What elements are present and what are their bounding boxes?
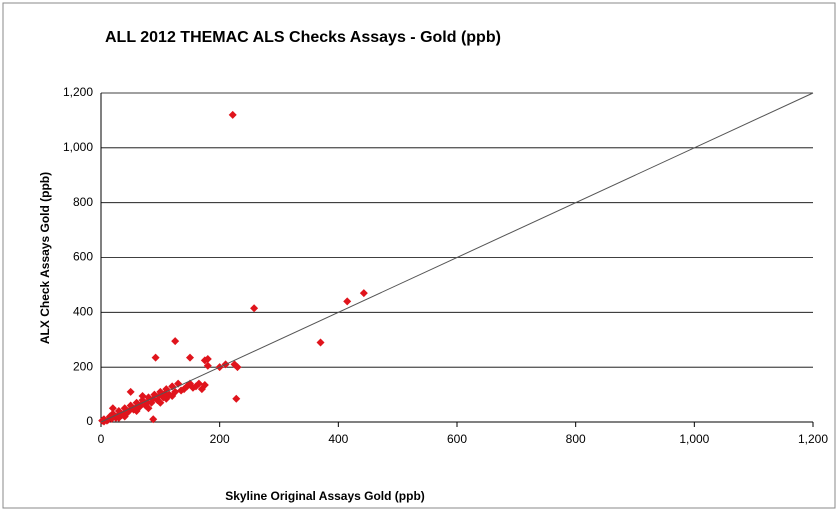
point — [138, 391, 147, 400]
chart-title: ALL 2012 THEMAC ALS Checks Assays - Gold… — [105, 29, 501, 46]
y-tick-label: 400 — [73, 305, 93, 319]
x-tick-label: 200 — [210, 432, 230, 446]
point — [194, 379, 203, 388]
point — [232, 394, 241, 403]
point — [203, 361, 212, 370]
y-tick-label: 1,000 — [63, 140, 93, 154]
x-tick-label: 1,000 — [679, 432, 709, 446]
point — [125, 406, 134, 415]
point — [359, 289, 368, 298]
point — [144, 404, 153, 413]
point — [228, 110, 237, 119]
x-tick-label: 600 — [447, 432, 467, 446]
x-tick-label: 400 — [328, 432, 348, 446]
y-tick-label: 600 — [73, 250, 93, 264]
y-tick-label: 0 — [86, 414, 93, 428]
point — [168, 391, 177, 400]
point — [119, 409, 128, 418]
point — [200, 380, 209, 389]
point — [156, 398, 165, 407]
point — [171, 337, 180, 346]
x-tick-label: 800 — [566, 432, 586, 446]
x-tick-label: 1,200 — [798, 432, 828, 446]
point — [250, 304, 259, 313]
point — [120, 404, 129, 413]
point — [149, 415, 158, 424]
y-tick-label: 200 — [73, 359, 93, 373]
x-tick-label: 0 — [98, 432, 105, 446]
point — [108, 404, 117, 413]
y-axis-title: ALX Check Assays Gold (ppb) — [38, 172, 52, 344]
y-tick-label: 1,200 — [63, 85, 93, 99]
point — [107, 414, 116, 423]
point — [143, 398, 152, 407]
x-axis-title: Skyline Original Assays Gold (ppb) — [225, 489, 425, 503]
point — [162, 394, 171, 403]
point — [98, 416, 107, 425]
point — [186, 353, 194, 362]
point — [151, 353, 160, 362]
reference-line — [100, 92, 814, 423]
point — [343, 297, 352, 306]
point — [203, 354, 212, 363]
point — [113, 411, 122, 420]
point — [131, 404, 140, 413]
y-tick-label: 800 — [73, 195, 93, 209]
point — [316, 338, 325, 347]
point — [126, 387, 135, 396]
point — [233, 363, 242, 372]
